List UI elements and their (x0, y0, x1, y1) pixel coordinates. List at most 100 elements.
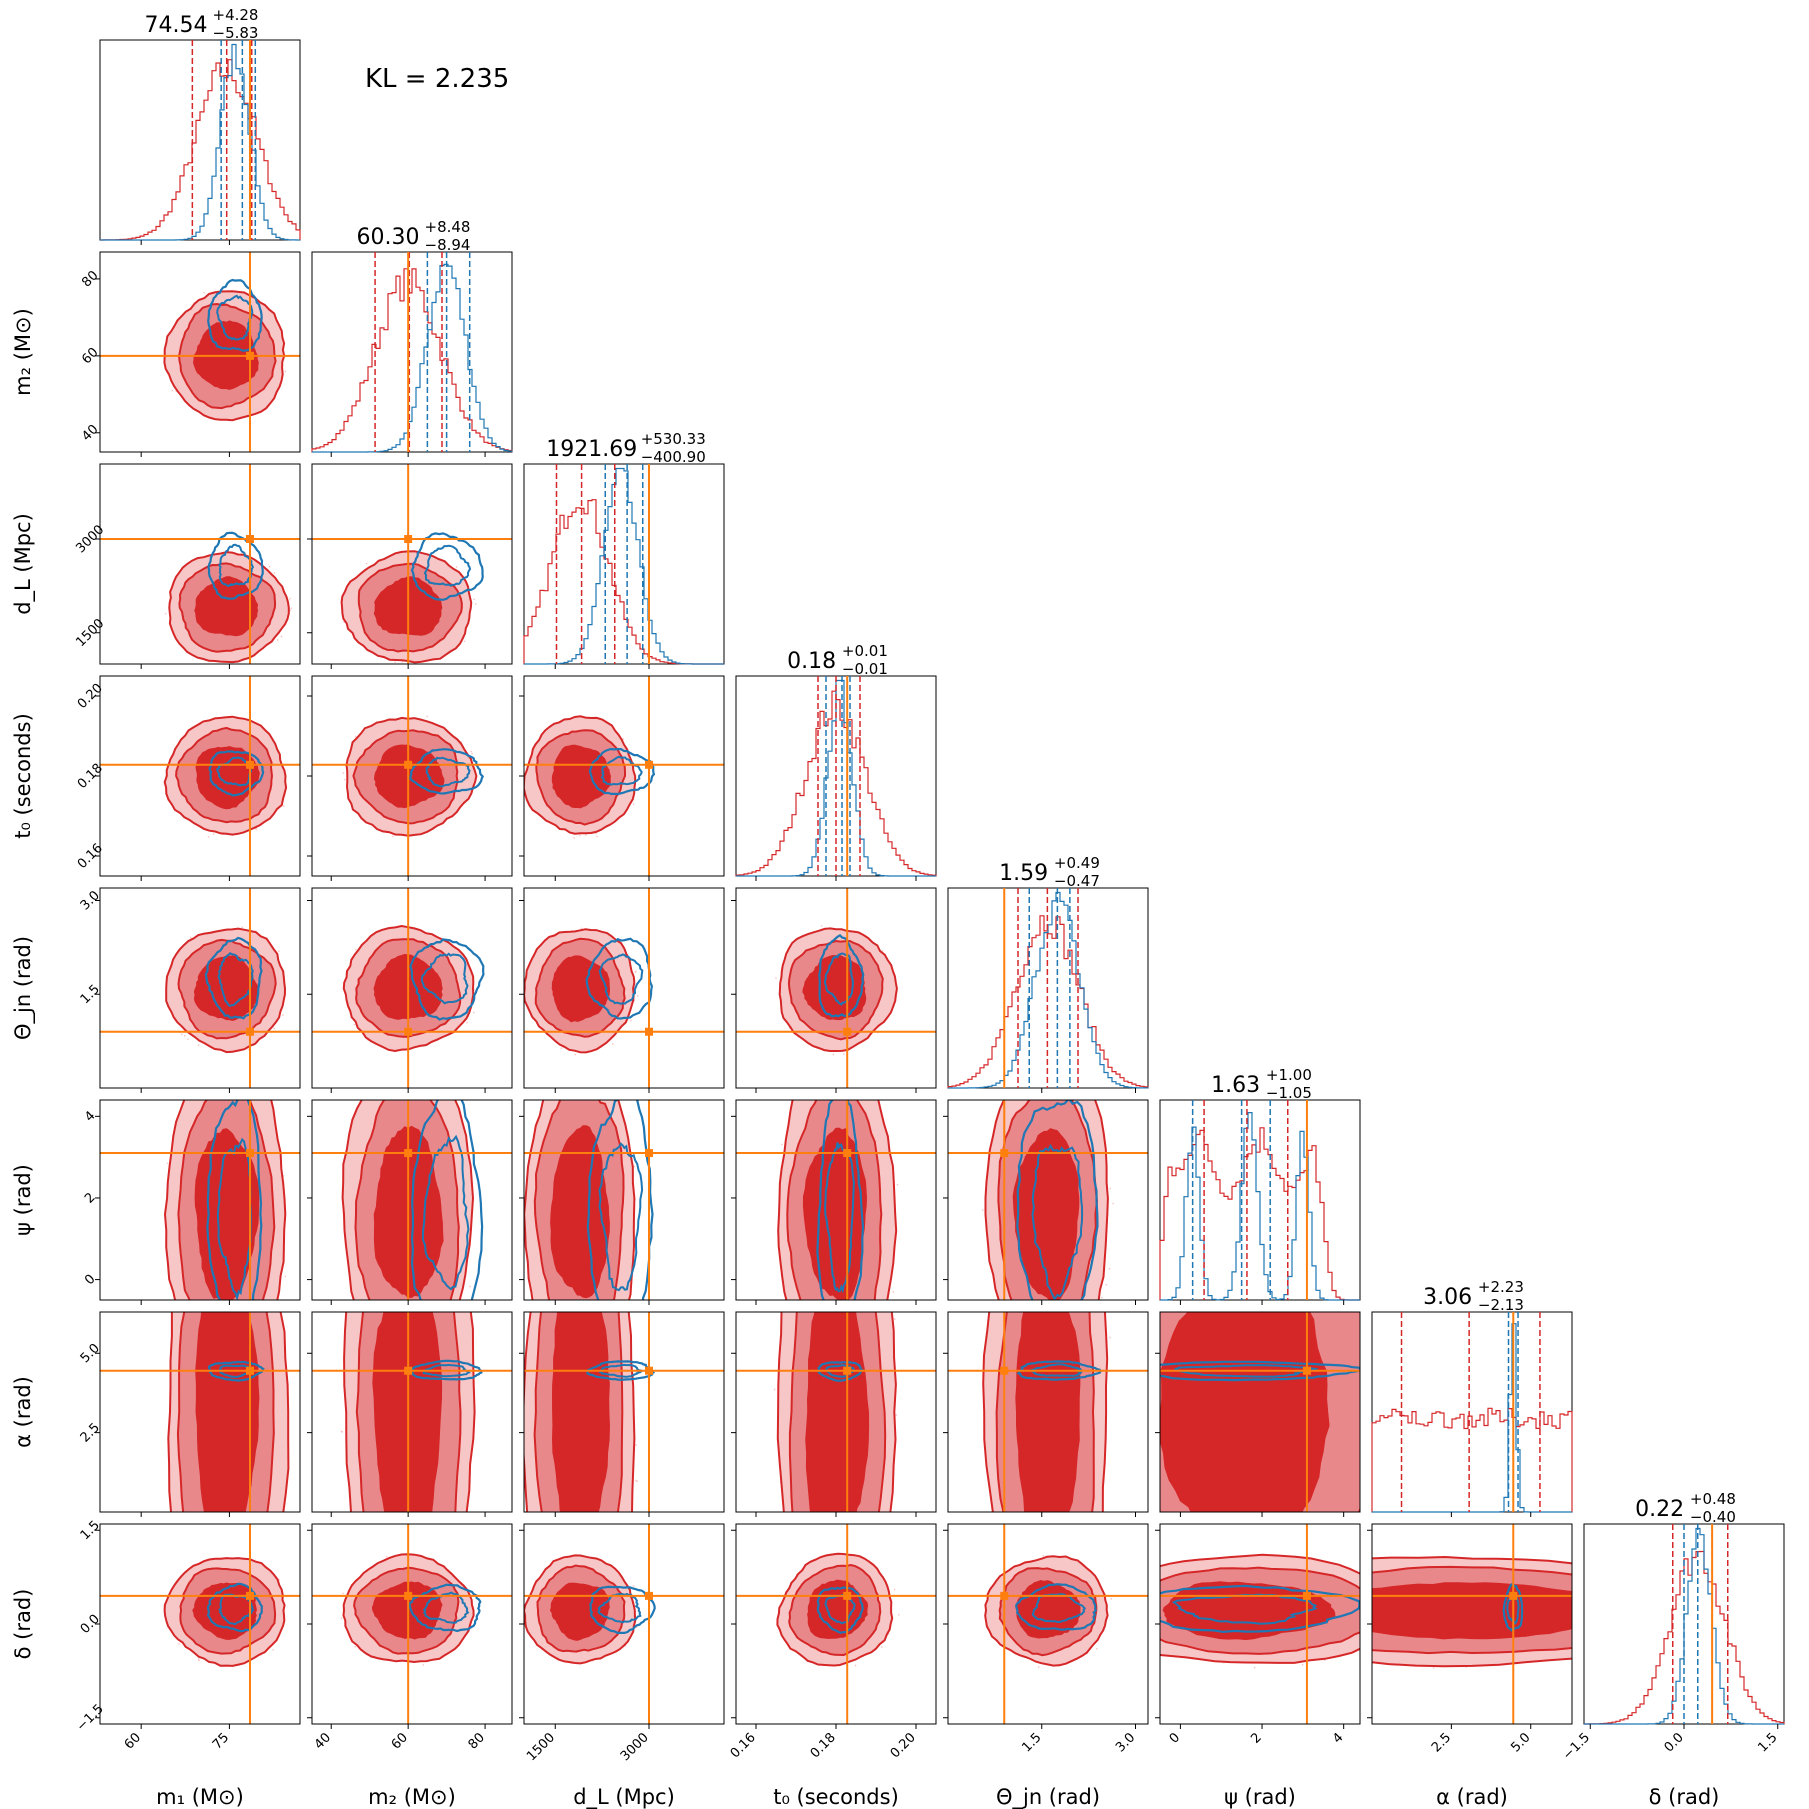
x-tick-label-dL-0: 1500 (524, 1730, 558, 1764)
ref-contour-inner-psi-theta_jn (1031, 1143, 1084, 1300)
x-tick-label-m1-1: 75 (210, 1730, 232, 1752)
diag-panel-m2: 60.30 +8.48−8.94 (311, 218, 513, 453)
ref-contour-outer-delta-theta_jn (1014, 1583, 1097, 1631)
ref-contour-inner-dL-m2 (423, 544, 472, 587)
hist-blue-theta_jn (948, 891, 1149, 1089)
y-tick-label-psi-0: 0 (82, 1272, 98, 1288)
x-tick-label-m2-1: 60 (389, 1730, 411, 1752)
panel-delta-vs-psi (1155, 1523, 1361, 1729)
contour-inner-psi-theta_jn (1012, 1128, 1080, 1300)
diag-panel-delta: 0.22 +0.48−0.40 (1583, 1490, 1785, 1725)
truth-marker-delta-m2 (404, 1591, 413, 1600)
contour-inner-delta-alpha (1372, 1582, 1572, 1640)
panel-alpha-vs-theta_jn (943, 1311, 1149, 1517)
panel-delta-vs-alpha (1367, 1523, 1573, 1729)
x-tick-label-theta_jn-1: 3.0 (1113, 1730, 1138, 1755)
truth-marker-theta_jn-m1 (246, 1027, 254, 1036)
panel-delta-vs-theta_jn (943, 1523, 1149, 1729)
y-tick-label-dL-0: 1500 (73, 616, 107, 650)
panel-alpha-vs-dL (519, 1311, 725, 1517)
diag-title-minus-dL: −400.90 (641, 448, 706, 466)
diag-title-plus-m2: +8.48 (425, 218, 471, 236)
ref-contour-inner-theta_jn-m1 (217, 952, 254, 1008)
diag-title-plus-t0: +0.01 (842, 642, 888, 660)
panel-psi-vs-t0 (731, 1099, 937, 1305)
panel-frame-dL-m1 (99, 463, 301, 665)
truth-marker-alpha-m2 (404, 1366, 413, 1375)
x-axis-label-m1: m₁ (M⊙) (156, 1785, 244, 1809)
panel-theta_jn-vs-m2 (307, 887, 513, 1093)
x-tick-label-alpha-1: 5.0 (1508, 1730, 1533, 1755)
y-axis-label-t0: t₀ (seconds) (11, 713, 35, 839)
truth-marker-delta-psi (1302, 1591, 1311, 1600)
ref-contour-inner-psi-m2 (421, 1134, 470, 1291)
truth-marker-psi-t0 (843, 1149, 852, 1158)
truth-marker-alpha-psi (1302, 1366, 1311, 1375)
diag-title-delta: 0.22 (1635, 1497, 1684, 1522)
diag-panel-m1: 74.54 +4.28−5.83 (99, 6, 301, 241)
ref-contour-outer-delta-psi (1160, 1584, 1360, 1634)
truth-marker-delta-alpha (1509, 1591, 1518, 1600)
panel-delta-vs-m2 (307, 1523, 513, 1729)
y-tick-label-psi-2: 4 (82, 1108, 98, 1124)
contour-inner-alpha-theta_jn (1015, 1312, 1081, 1512)
x-tick-label-theta_jn-0: 1.5 (1019, 1730, 1044, 1755)
ref-contour-outer-delta-t0 (816, 1586, 864, 1634)
panel-frame-alpha-m2 (311, 1311, 513, 1513)
truth-marker-t0-m2 (404, 760, 413, 769)
diag-panel-psi: 1.63 +1.00−1.05 (1159, 1066, 1361, 1301)
panel-psi-vs-theta_jn (943, 1099, 1149, 1305)
panel-frame-dL-m2 (311, 463, 513, 665)
ref-contour-inner-dL-m1 (218, 543, 255, 588)
panel-frame-theta_jn-m1 (99, 887, 301, 1089)
x-tick-label-psi-2: 4 (1330, 1730, 1346, 1746)
y-tick-label-m2-0: 40 (79, 422, 101, 444)
truth-marker-psi-m1 (246, 1149, 254, 1158)
panel-m2-vs-m1 (95, 251, 301, 457)
panel-frame-theta_jn-m2 (311, 887, 513, 1089)
panel-theta_jn-vs-m1 (95, 887, 301, 1093)
ref-contour-inner-theta_jn-dL (598, 953, 644, 1005)
x-tick-label-dL-1: 3000 (618, 1730, 652, 1764)
x-axis-label-delta: δ (rad) (1649, 1785, 1720, 1809)
truth-marker-dL-m2 (404, 535, 413, 543)
panel-frame-m2-m1 (99, 251, 301, 453)
truth-marker-delta-dL (645, 1591, 653, 1600)
ref-contour-outer-psi-m2 (410, 1100, 484, 1300)
ref-contour-inner-theta_jn-m2 (420, 952, 469, 1005)
y-tick-label-m2-2: 80 (79, 268, 101, 290)
panel-dL-vs-m1 (95, 463, 301, 669)
x-axis-label-m2: m₂ (M⊙) (368, 1785, 456, 1809)
ref-contour-inner-t0-dL (600, 755, 643, 786)
ref-contour-outer-delta-m2 (408, 1583, 482, 1633)
y-tick-label-t0-0: 0.16 (75, 841, 106, 872)
hist-red-m1 (100, 59, 301, 241)
x-tick-label-psi-0: 0 (1167, 1730, 1183, 1746)
truth-marker-theta_jn-t0 (843, 1027, 852, 1036)
truth-marker-delta-t0 (843, 1591, 852, 1600)
panel-alpha-vs-t0 (731, 1311, 937, 1517)
diag-title-alpha: 3.06 (1423, 1285, 1472, 1310)
panel-t0-vs-m2 (307, 675, 513, 881)
y-tick-label-theta_jn-0: 1.5 (78, 982, 103, 1007)
hist-red-m2 (311, 268, 513, 452)
diag-title-minus-delta: −0.40 (1690, 1508, 1736, 1526)
x-axis-label-theta_jn: Θ_jn (rad) (996, 1785, 1100, 1809)
panel-delta-vs-dL (519, 1523, 725, 1729)
x-tick-label-m2-2: 80 (466, 1730, 488, 1752)
diag-frame-psi (1159, 1099, 1361, 1301)
y-tick-label-psi-1: 2 (82, 1190, 98, 1206)
diag-panel-dL: 1921.69 +530.33−400.90 (523, 430, 725, 665)
panel-dL-vs-m2 (307, 463, 513, 669)
hist-blue-alpha (1372, 1323, 1572, 1513)
diag-panel-alpha: 3.06 +2.23−2.13 (1371, 1278, 1573, 1513)
truth-marker-theta_jn-m2 (404, 1027, 413, 1036)
panel-frame-alpha-m1 (99, 1311, 301, 1513)
contour-inner-dL-m1 (194, 576, 259, 637)
truth-marker-alpha-dL (645, 1366, 653, 1375)
ref-contour-inner-t0-m1 (216, 756, 253, 787)
x-tick-label-m2-0: 40 (312, 1730, 334, 1752)
y-tick-label-delta-2: 1.5 (78, 1518, 103, 1543)
x-tick-label-m1-0: 60 (122, 1730, 144, 1752)
truth-marker-theta_jn-dL (645, 1027, 653, 1036)
